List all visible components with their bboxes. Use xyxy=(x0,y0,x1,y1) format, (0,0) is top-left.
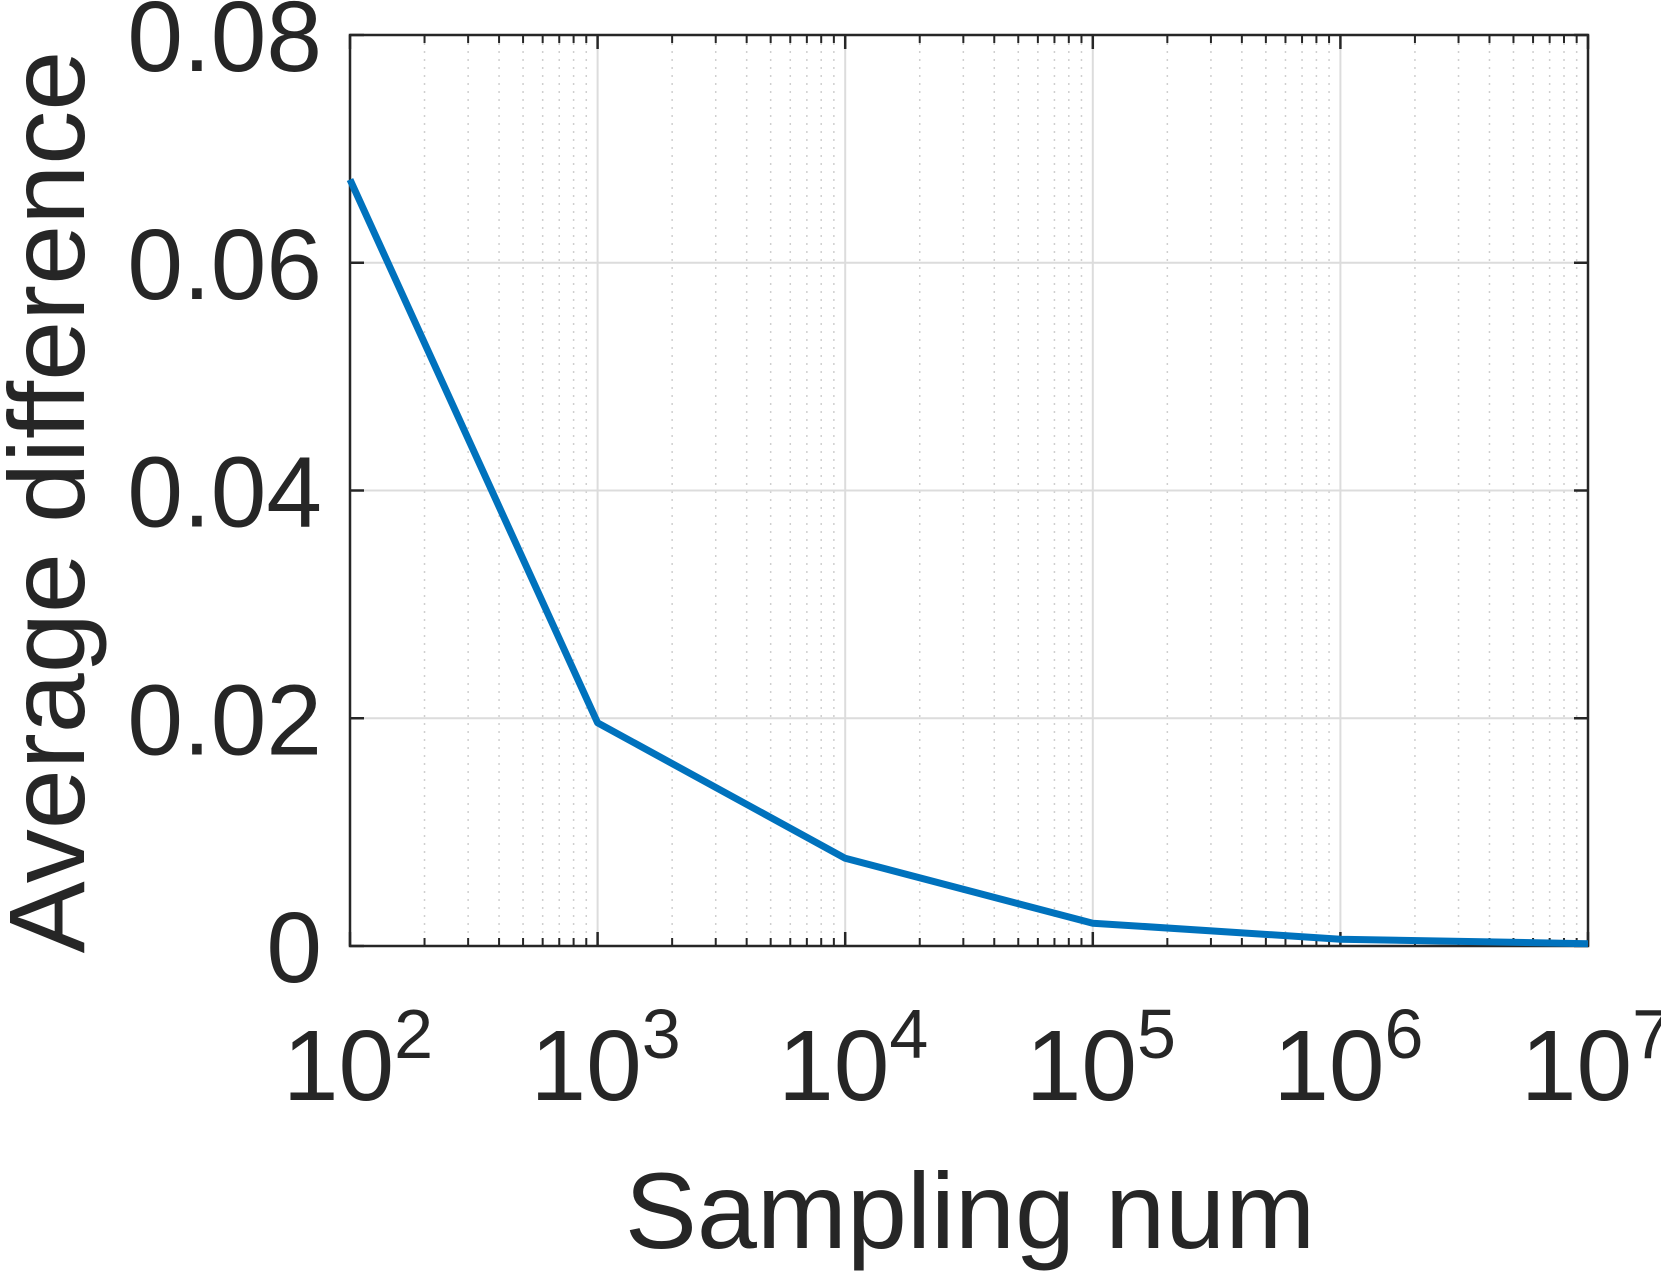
x-tick-exponent: 3 xyxy=(642,995,681,1073)
x-tick-exponent: 7 xyxy=(1632,995,1661,1073)
y-tick-label: 0.08 xyxy=(127,0,322,93)
x-tick-label: 102 xyxy=(283,995,433,1122)
x-tick-base: 10 xyxy=(283,1010,394,1122)
x-tick-base: 10 xyxy=(778,1010,889,1122)
x-tick-base: 10 xyxy=(1521,1010,1632,1122)
x-axis-label: Sampling num xyxy=(625,1150,1315,1271)
x-tick-label: 104 xyxy=(778,995,928,1122)
series-line xyxy=(350,180,1588,944)
series-layer xyxy=(350,180,1588,944)
y-axis-label: Average difference xyxy=(0,51,107,954)
x-tick-exponent: 4 xyxy=(889,995,928,1073)
x-tick-label: 107 xyxy=(1521,995,1661,1122)
grid-lines xyxy=(350,35,1588,946)
y-tick-label: 0.06 xyxy=(127,209,322,321)
x-tick-label: 103 xyxy=(531,995,681,1122)
x-tick-exponent: 6 xyxy=(1385,995,1424,1073)
x-tick-label: 105 xyxy=(1026,995,1176,1122)
x-tick-base: 10 xyxy=(1026,1010,1137,1122)
y-tick-labels: 0 0.02 0.04 0.06 0.08 xyxy=(127,0,322,1004)
x-tick-label: 106 xyxy=(1273,995,1423,1122)
y-tick-label: 0.02 xyxy=(127,664,322,776)
y-tick-label: 0.04 xyxy=(127,437,322,549)
y-tick-label: 0 xyxy=(266,892,322,1004)
x-tick-exponent: 2 xyxy=(394,995,433,1073)
x-tick-exponent: 5 xyxy=(1137,995,1176,1073)
x-tick-base: 10 xyxy=(1273,1010,1384,1122)
x-tick-base: 10 xyxy=(531,1010,642,1122)
